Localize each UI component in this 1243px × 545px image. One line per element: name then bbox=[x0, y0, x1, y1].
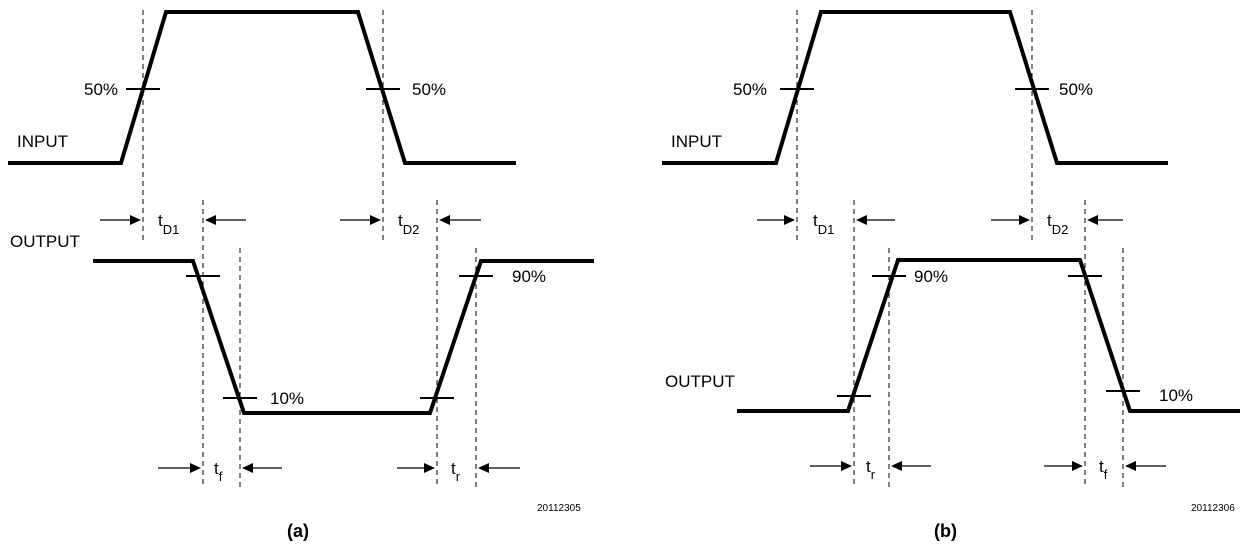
panel-a-figure-code: 20112305 bbox=[537, 503, 581, 514]
panel-b-fall-time-sub: f bbox=[1104, 467, 1108, 482]
panel-b-output-label: OUTPUT bbox=[665, 372, 735, 391]
panel-a: INPUT OUTPUT 50% 50% 90% 10% tD1 tD2 tf … bbox=[8, 10, 594, 541]
arrow-head bbox=[1087, 215, 1098, 225]
arrow-head bbox=[891, 461, 902, 471]
panel-a-rise-time-main: t bbox=[451, 459, 456, 478]
panel-b-input-label: INPUT bbox=[671, 132, 722, 151]
panel-a-input-level-left: 50% bbox=[84, 80, 118, 99]
arrow-head bbox=[856, 215, 867, 225]
arrow-head bbox=[130, 215, 141, 225]
panel-b-arrows bbox=[757, 215, 1166, 471]
panel-a-fall-time-main: t bbox=[214, 459, 219, 478]
panel-b-input-level-left: 50% bbox=[733, 80, 767, 99]
arrow-head bbox=[439, 215, 450, 225]
panel-b-delay-2-label: tD2 bbox=[1047, 211, 1068, 237]
panel-a-input-level-right: 50% bbox=[412, 80, 446, 99]
panel-a-delay-1-label: tD1 bbox=[158, 211, 179, 237]
panel-b-delay-2-main: t bbox=[1047, 211, 1052, 230]
panel-a-arrows bbox=[100, 215, 520, 473]
panel-b-delay-2-sub: D2 bbox=[1052, 222, 1069, 237]
arrow-head bbox=[205, 215, 216, 225]
panel-a-input-waveform bbox=[8, 10, 516, 165]
panel-b-delay-1-main: t bbox=[813, 211, 818, 230]
arrow-head bbox=[841, 461, 852, 471]
arrow-head bbox=[242, 463, 253, 473]
panel-a-output-level-low: 10% bbox=[270, 389, 304, 408]
panel-b-fall-time-label: tf bbox=[1099, 457, 1108, 482]
panel-a-delay-2-label: tD2 bbox=[398, 211, 419, 237]
arrow-head bbox=[1072, 461, 1083, 471]
panel-b-fall-time-main: t bbox=[1099, 457, 1104, 476]
arrow-head bbox=[190, 463, 201, 473]
panel-a-input-label: INPUT bbox=[17, 132, 68, 151]
panel-a-fall-time-label: tf bbox=[214, 459, 223, 484]
arrow-head bbox=[478, 463, 489, 473]
panel-b-rise-time-label: tr bbox=[866, 457, 876, 482]
panel-b-input-level-right: 50% bbox=[1059, 80, 1093, 99]
panel-a-caption: (a) bbox=[287, 521, 309, 541]
panel-b-output-level-high: 90% bbox=[914, 267, 948, 286]
panel-a-output-level-high: 90% bbox=[512, 267, 546, 286]
panel-b-delay-1-sub: D1 bbox=[818, 222, 835, 237]
panel-a-delay-2-main: t bbox=[398, 211, 403, 230]
panel-b-caption: (b) bbox=[934, 521, 957, 541]
panel-a-fall-time-sub: f bbox=[219, 469, 223, 484]
panel-b-input-waveform bbox=[662, 10, 1168, 165]
panel-b-rise-time-sub: r bbox=[871, 467, 876, 482]
panel-b-figure-code: 20112306 bbox=[1191, 503, 1235, 514]
panel-a-delay-2-sub: D2 bbox=[403, 222, 420, 237]
arrow-head bbox=[1125, 461, 1136, 471]
panel-b-output-waveform bbox=[737, 258, 1240, 413]
arrow-head bbox=[370, 215, 381, 225]
panel-b-output-level-low: 10% bbox=[1159, 386, 1193, 405]
arrow-head bbox=[1019, 215, 1030, 225]
panel-b-rise-time-main: t bbox=[866, 457, 871, 476]
panel-a-rise-time-sub: r bbox=[456, 469, 461, 484]
panel-b-delay-1-label: tD1 bbox=[813, 211, 834, 237]
panel-a-delay-1-sub: D1 bbox=[163, 222, 180, 237]
panel-a-rise-time-label: tr bbox=[451, 459, 461, 484]
panel-b: INPUT OUTPUT 50% 50% 90% 10% tD1 tD2 tr … bbox=[662, 10, 1240, 541]
arrow-head bbox=[424, 463, 435, 473]
arrow-head bbox=[784, 215, 795, 225]
panel-a-delay-1-main: t bbox=[158, 211, 163, 230]
panel-a-output-waveform bbox=[93, 259, 594, 415]
panel-a-output-label: OUTPUT bbox=[10, 232, 80, 251]
